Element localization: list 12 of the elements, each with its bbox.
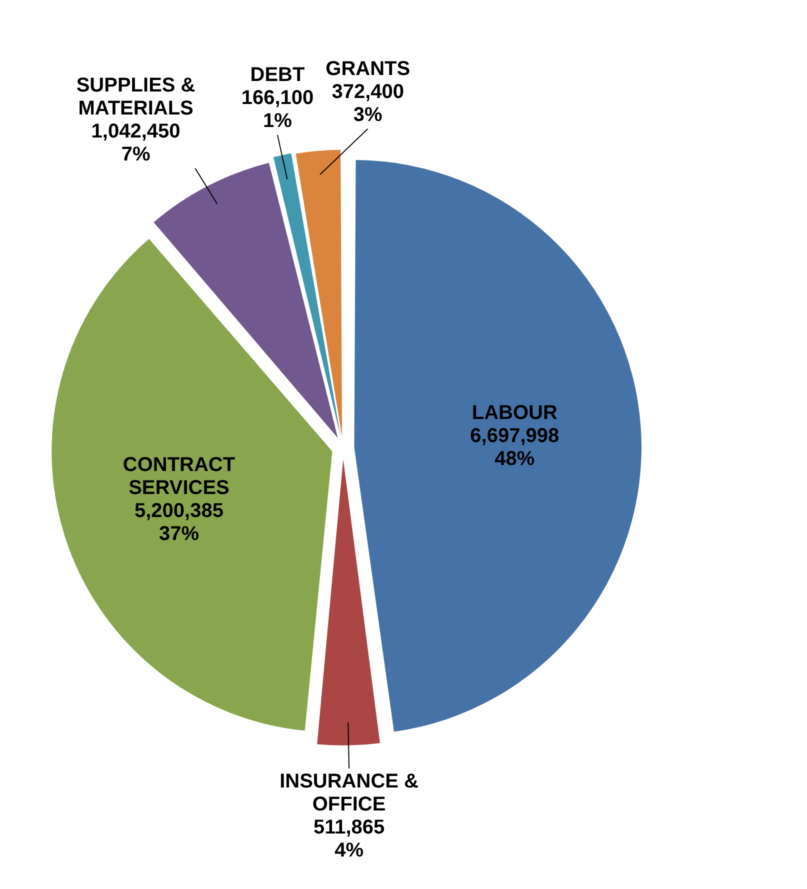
data-label: 372,400 3%	[332, 80, 404, 126]
slice-label: SUPPLIES & MATERIALS	[76, 74, 196, 120]
data-label: 5,200,385 37%	[134, 500, 224, 545]
data-label: 6,697,998 48%	[470, 425, 560, 470]
slice-label: LABOUR	[472, 402, 558, 424]
data-label: 166,100 1%	[241, 86, 314, 132]
slice-label: DEBT	[250, 64, 305, 86]
slice-label: INSURANCE & OFFICE	[280, 770, 418, 816]
slice-label: GRANTS	[326, 58, 410, 80]
data-label: 511,865 4%	[313, 816, 385, 862]
slice-label: CONTRACT SERVICES	[122, 454, 236, 499]
data-label: 1,042,450 7%	[91, 120, 180, 166]
